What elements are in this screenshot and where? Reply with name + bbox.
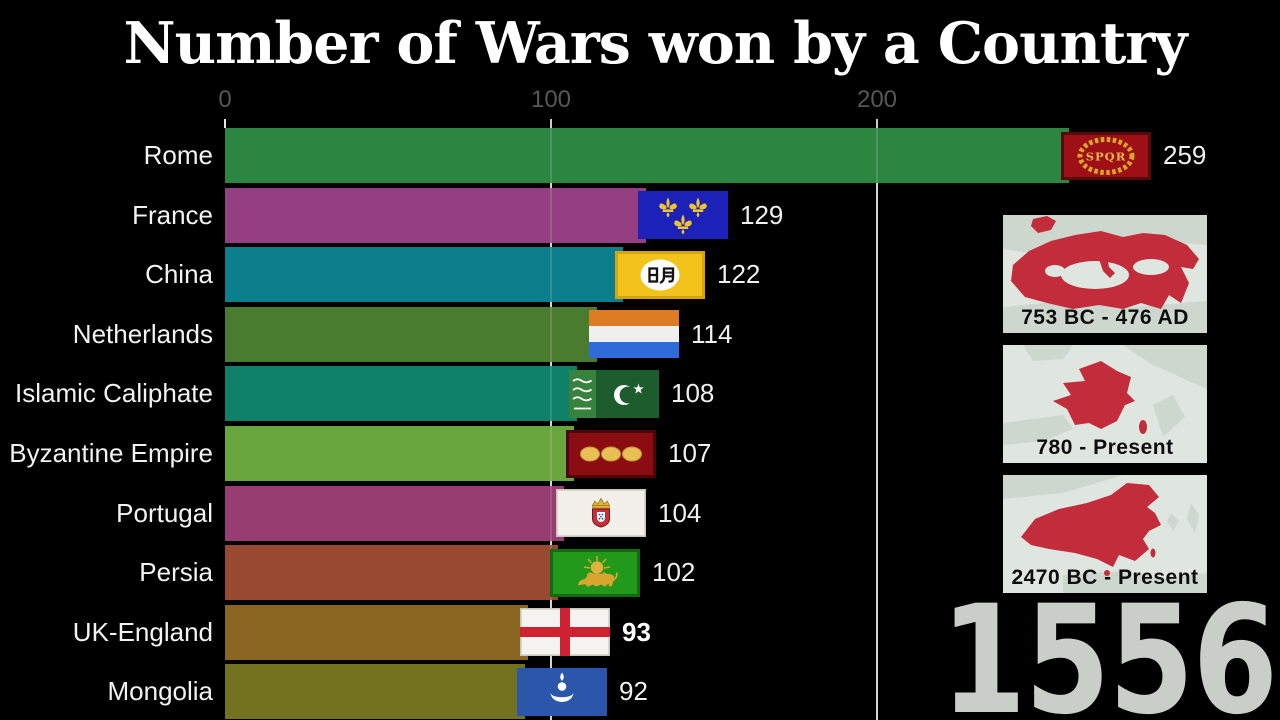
bar-label-persia: Persia (139, 557, 213, 588)
bar-label-islamic-caliphate: Islamic Caliphate (15, 378, 213, 409)
bar-value-netherlands: 114 (691, 318, 733, 349)
bar-china (225, 247, 623, 303)
roman-empire-map (1003, 215, 1207, 333)
bar-label-portugal: Portugal (116, 497, 213, 528)
rome-spqr-flag-icon: SPQR (1061, 131, 1151, 180)
china-map (1003, 475, 1207, 593)
china-ming-flag-icon (615, 250, 705, 299)
gridline (876, 119, 878, 720)
bar-label-mongolia: Mongolia (107, 676, 213, 707)
gridline (224, 119, 226, 128)
svg-text:SPQR: SPQR (1086, 149, 1127, 163)
bar-label-netherlands: Netherlands (72, 318, 213, 349)
bar-france (225, 187, 646, 243)
islamic-caliphate-flag-icon (569, 369, 659, 418)
map-card-france: 780 - Present (1003, 345, 1207, 463)
x-axis-tick-label: 200 (856, 86, 898, 113)
bar-rome (225, 128, 1069, 183)
bar-value-rome: 259 (1163, 140, 1207, 170)
bar-uk-england (225, 604, 528, 660)
bar-value-france: 129 (740, 199, 784, 230)
bar-label-china: China (145, 259, 213, 290)
bar-netherlands (225, 306, 597, 362)
persia-lion-sun-flag-icon (550, 548, 640, 597)
map-caption-rome: 753 BC - 476 AD (1021, 306, 1189, 329)
bar-value-persia: 102 (652, 557, 696, 588)
bar-persia (225, 545, 558, 601)
year-counter: 1556 (940, 574, 1277, 720)
portugal-flag-icon (556, 489, 646, 538)
bar-label-france: France (132, 199, 213, 230)
netherlands-princes-flag-icon (589, 310, 679, 359)
bar-label-uk-england: UK-England (72, 616, 213, 647)
page-title: Number of Wars won by a Country (123, 10, 1188, 77)
england-st-george-flag-icon (520, 608, 610, 657)
bar-value-uk-england: 93 (622, 616, 651, 647)
bar-value-portugal: 104 (658, 497, 702, 528)
gridline-overlay (876, 128, 878, 720)
map-card-rome: 753 BC - 476 AD (1003, 215, 1207, 333)
france-fleur-de-lis-flag-icon (638, 191, 728, 240)
map-caption-france: 780 - Present (1036, 436, 1174, 459)
byzantine-empire-flag-icon (566, 429, 656, 478)
bar-byzantine-empire (225, 426, 574, 481)
bar-label-rome: Rome (143, 140, 213, 170)
bar-portugal (225, 485, 564, 541)
map-card-china: 2470 BC - Present (1003, 475, 1207, 593)
france-map (1003, 345, 1207, 463)
bar-mongolia (225, 664, 525, 720)
x-axis-tick-label: 100 (530, 86, 572, 113)
map-caption-china: 2470 BC - Present (1011, 566, 1199, 589)
bar-islamic-caliphate (225, 366, 577, 422)
bar-value-islamic-caliphate: 108 (671, 378, 715, 409)
bar-label-byzantine-empire: Byzantine Empire (9, 438, 213, 468)
x-axis-tick-label: 0 (218, 86, 232, 113)
mongolia-soyombo-flag-icon (517, 667, 607, 716)
bar-value-china: 122 (717, 259, 761, 290)
bar-value-mongolia: 92 (619, 676, 648, 707)
bar-value-byzantine-empire: 107 (668, 438, 712, 468)
gridline-overlay (550, 128, 552, 720)
